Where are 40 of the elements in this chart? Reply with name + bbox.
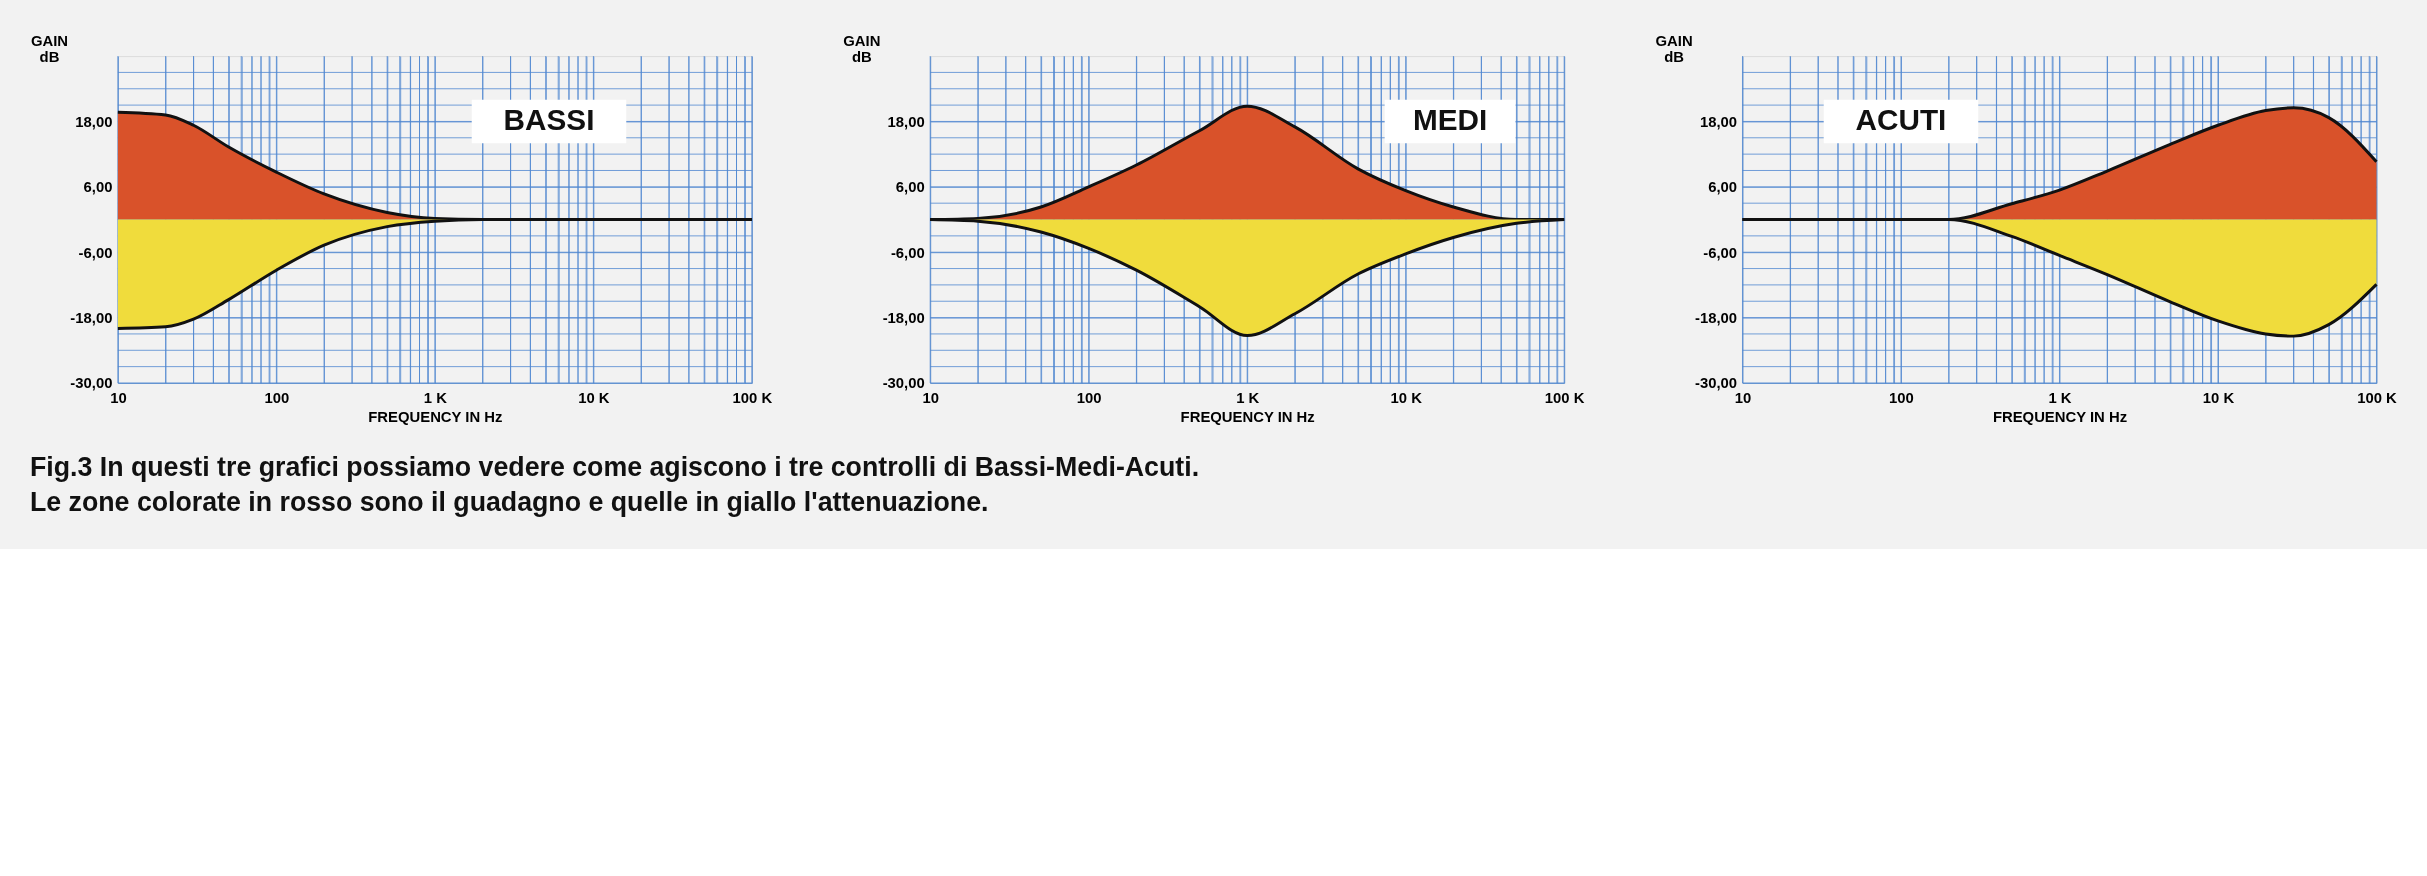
x-tick-label: 1 K bbox=[1236, 390, 1260, 407]
text: ACUTI bbox=[1855, 103, 1947, 137]
y-tick-label: 18,00 bbox=[887, 113, 925, 130]
x-tick-label: 10 bbox=[1734, 390, 1752, 407]
y-tick-label: -30,00 bbox=[70, 375, 113, 392]
x-axis-title: FREQUENCY IN Hz bbox=[1180, 409, 1315, 426]
text: MEDI bbox=[1412, 103, 1488, 137]
caption: Fig.3 In questi tre grafici possiamo vedere come agiscono i tre controlli di Bassi-Medi-Acuti. Le zone colorate in rosso sono il guadagno e quelle in giallo l'attenuazione. bbox=[29, 451, 1200, 518]
y-tick-label: -6,00 bbox=[78, 244, 113, 261]
y-tick-label: -18,00 bbox=[882, 310, 925, 327]
y-tick-label: 6,00 bbox=[83, 179, 113, 196]
x-tick-label: 100 bbox=[1889, 390, 1914, 407]
y-tick-label: -6,00 bbox=[890, 244, 925, 261]
y-tick-label: 6,00 bbox=[1708, 179, 1738, 196]
x-tick-label: 1 K bbox=[423, 390, 448, 407]
y-tick-label: -30,00 bbox=[1694, 375, 1738, 392]
x-tick-label: 100 bbox=[1076, 390, 1102, 407]
x-axis-title: FREQUENCY IN Hz bbox=[368, 409, 503, 426]
x-axis-title: FREQUENCY IN Hz bbox=[1992, 409, 2128, 426]
y-axis-title: GAIN dB bbox=[843, 32, 881, 66]
y-tick-label: -18,00 bbox=[1694, 310, 1738, 327]
x-tick-label: 100 K bbox=[1544, 390, 1585, 407]
x-tick-label: 10 K bbox=[578, 390, 610, 407]
y-tick-label: 6,00 bbox=[895, 179, 925, 196]
y-tick-label: -30,00 bbox=[882, 375, 925, 392]
y-tick-label: 18,00 bbox=[1699, 113, 1738, 130]
x-tick-label: 10 bbox=[110, 390, 127, 407]
x-tick-label: 100 K bbox=[2357, 390, 2398, 407]
y-tick-label: -6,00 bbox=[1703, 244, 1738, 261]
x-tick-label: 10 bbox=[922, 390, 939, 407]
y-axis-title: GAIN dB bbox=[30, 32, 69, 66]
x-tick-label: 100 K bbox=[732, 390, 773, 407]
y-tick-label: -18,00 bbox=[70, 310, 113, 327]
text: BASSI bbox=[503, 103, 595, 137]
x-tick-label: 1 K bbox=[2048, 390, 2072, 407]
x-tick-label: 10 K bbox=[1390, 390, 1423, 407]
y-tick-label: 18,00 bbox=[75, 113, 113, 130]
x-tick-label: 100 bbox=[264, 390, 290, 407]
x-tick-label: 10 K bbox=[2202, 390, 2235, 407]
y-axis-title: GAIN dB bbox=[1655, 32, 1693, 66]
